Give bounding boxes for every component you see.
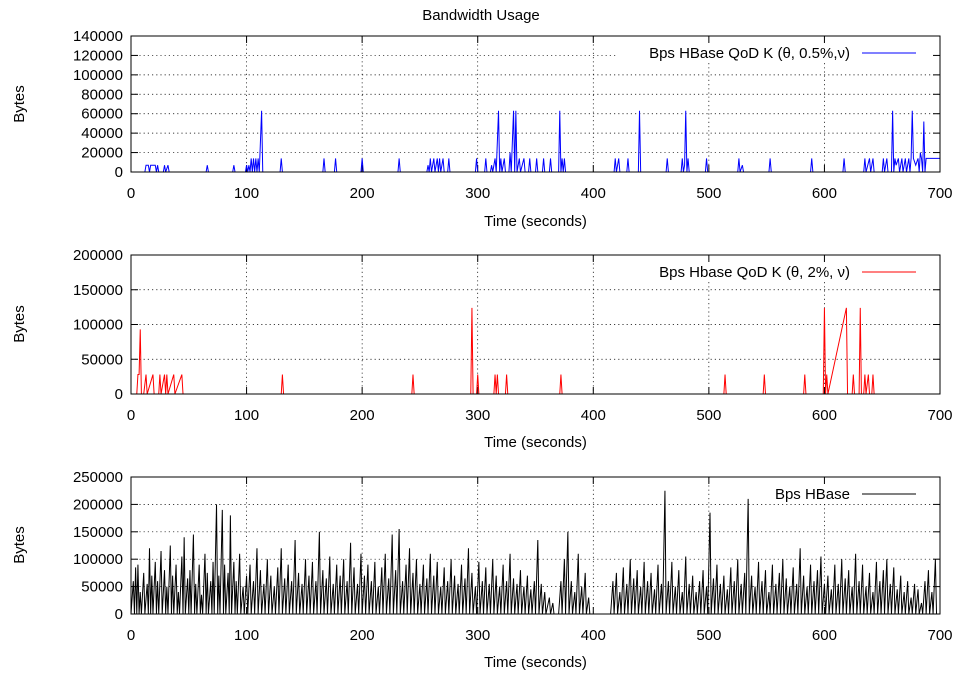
x-tick-label: 100 [234, 407, 259, 424]
x-tick-label: 200 [350, 627, 375, 644]
x-tick-label: 0 [127, 185, 135, 202]
y-tick-label: 250000 [73, 469, 123, 486]
x-axis-title: Time (seconds) [484, 654, 587, 671]
series-line [131, 307, 940, 395]
chart-panel-3: 0 50000 100000 150000 200000 250000 0 100 200 300… [11, 469, 953, 671]
x-tick-label: 300 [465, 185, 490, 202]
x-tick-label: 700 [927, 627, 952, 644]
x-axis-title: Time (seconds) [484, 434, 587, 451]
plot-frame [130, 35, 941, 173]
x-tick-label: 400 [581, 407, 606, 424]
x-tick-label: 300 [465, 627, 490, 644]
x-axis-title: Time (seconds) [484, 213, 587, 230]
y-tick-label: 0 [115, 164, 123, 181]
x-tick-label: 400 [581, 627, 606, 644]
x-tick-label: 700 [927, 185, 952, 202]
y-tick-label: 120000 [73, 47, 123, 64]
x-tick-label: 600 [812, 407, 837, 424]
y-tick-label: 100000 [73, 551, 123, 568]
y-tick-label: 150000 [73, 524, 123, 541]
x-tick-label: 100 [234, 185, 259, 202]
x-tick-label: 200 [350, 185, 375, 202]
y-tick-label: 100000 [73, 317, 123, 334]
x-tick-label: 700 [927, 407, 952, 424]
y-tick-label: 50000 [81, 351, 123, 368]
x-tick-label: 600 [812, 185, 837, 202]
x-tick-label: 400 [581, 185, 606, 202]
y-tick-label: 140000 [73, 28, 123, 45]
y-tick-label: 50000 [81, 579, 123, 596]
legend-label: Bps HBase QoD K (θ, 0.5%,ν) [649, 45, 850, 62]
y-tick-label: 60000 [81, 106, 123, 123]
y-tick-label: 200000 [73, 496, 123, 513]
series-line [130, 490, 940, 615]
figure-title: Bandwidth Usage [422, 7, 540, 24]
chart-panel-2: 0 50000 100000 150000 200000 0 100 200 300 400 500… [11, 247, 953, 451]
legend-label: Bps Hbase QoD K (θ, 2%, ν) [659, 264, 850, 281]
series-line [131, 110, 940, 173]
y-axis-title: Bytes [11, 526, 28, 564]
y-tick-label: 0 [115, 386, 123, 403]
x-tick-label: 500 [696, 627, 721, 644]
plot-frame [130, 254, 941, 395]
y-tick-label: 150000 [73, 282, 123, 299]
x-tick-label: 600 [812, 627, 837, 644]
x-tick-label: 0 [127, 407, 135, 424]
y-tick-label: 80000 [81, 86, 123, 103]
y-tick-label: 20000 [81, 145, 123, 162]
y-tick-label: 0 [115, 606, 123, 623]
legend-label: Bps HBase [775, 486, 850, 503]
chart-panel-1: 0 20000 40000 60000 80000 100000 120000 140000 0… [11, 28, 953, 230]
x-tick-label: 0 [127, 627, 135, 644]
y-axis-title: Bytes [11, 305, 28, 343]
plot-frame [130, 476, 941, 615]
x-tick-label: 100 [234, 627, 259, 644]
y-tick-label: 40000 [81, 125, 123, 142]
y-tick-label: 100000 [73, 67, 123, 84]
x-tick-label: 500 [696, 407, 721, 424]
x-tick-label: 300 [465, 407, 490, 424]
y-axis-title: Bytes [11, 85, 28, 123]
x-tick-label: 200 [350, 407, 375, 424]
y-tick-label: 200000 [73, 247, 123, 264]
x-tick-label: 500 [696, 185, 721, 202]
